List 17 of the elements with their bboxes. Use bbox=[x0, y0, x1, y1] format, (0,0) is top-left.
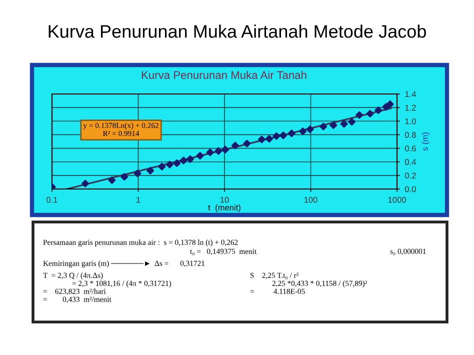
x-tick-label: 10 bbox=[220, 196, 229, 203]
x-tick-label: 1 bbox=[136, 196, 140, 203]
y-tick-label: 0.8 bbox=[404, 132, 416, 138]
chart-subtitle: Kurva Penurunan Muka Air Tanah bbox=[142, 70, 306, 79]
x-axis-title: t (menit) bbox=[208, 204, 240, 212]
y-tick-label: 0.2 bbox=[404, 172, 416, 179]
y-tick-label: 1.2 bbox=[405, 104, 416, 111]
chart-title: Kurva Penurunan Muka Airtanah Metode Jacob bbox=[48, 24, 426, 38]
x-tick-label: 1000 bbox=[388, 196, 406, 203]
x-tick-label: 0.1 bbox=[46, 196, 58, 203]
y-tick-label: 1.0 bbox=[405, 118, 416, 124]
x-tick-label: 100 bbox=[304, 196, 318, 203]
y-axis-title: s (m) bbox=[422, 132, 430, 151]
y-tick-label: 1.4 bbox=[405, 91, 416, 98]
y-tick-label: 0.6 bbox=[404, 145, 416, 152]
y-tick-label: 0.0 bbox=[404, 186, 416, 192]
y-tick-label: 0.4 bbox=[404, 159, 416, 165]
